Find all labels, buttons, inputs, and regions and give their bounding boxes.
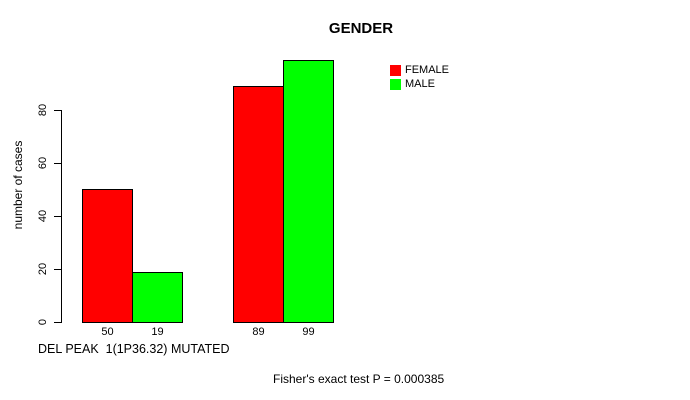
bar-value-label: 19 (151, 326, 164, 338)
annotation-text: Fisher's exact test P = 0.000385 (273, 372, 445, 386)
bar-value-label: 89 (252, 326, 265, 338)
bar-female-group2 (233, 86, 284, 323)
bar-value-label: 99 (302, 326, 315, 338)
y-tick-label: 80 (37, 103, 49, 117)
x-axis-label: DEL PEAK 1(1P36.32) MUTATED (38, 342, 230, 356)
legend-item-male: MALE (390, 78, 449, 90)
legend-swatch-male (390, 78, 401, 90)
y-axis-label: number of cases (11, 140, 25, 230)
legend: FEMALE MALE (390, 64, 449, 90)
bar-male-group1 (132, 272, 183, 323)
legend-item-female: FEMALE (390, 64, 449, 76)
chart-title: GENDER (328, 20, 394, 37)
y-tick-line (54, 269, 62, 270)
y-tick-label: 40 (37, 209, 49, 223)
y-tick-line (54, 322, 62, 323)
y-tick-line (54, 216, 62, 217)
legend-label-female: FEMALE (405, 64, 450, 76)
y-tick-line (54, 163, 62, 164)
y-tick-label: 60 (37, 156, 49, 170)
y-tick-line (54, 110, 62, 111)
bar-male-group2 (283, 60, 334, 323)
bar-female-group1 (82, 189, 133, 323)
legend-swatch-female (390, 64, 401, 76)
y-tick-label: 0 (37, 318, 49, 326)
y-tick-label: 20 (37, 262, 49, 276)
bar-value-label: 50 (101, 326, 114, 338)
legend-label-male: MALE (405, 78, 435, 90)
